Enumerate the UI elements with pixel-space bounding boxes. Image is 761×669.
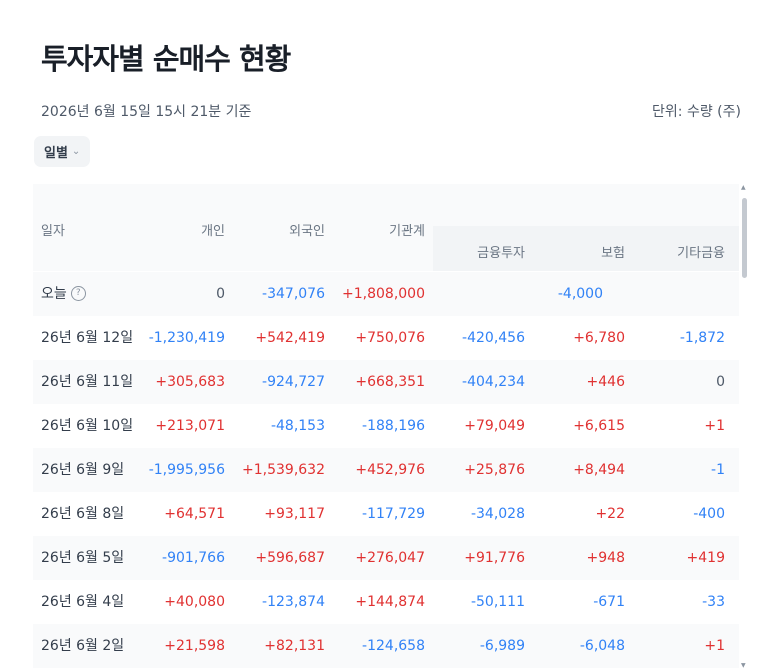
cell-individual: +305,683 (155, 374, 225, 390)
cell-insurance: +948 (586, 550, 625, 566)
as-of-timestamp: 2026년 6월 15일 15시 21분 기준 (41, 104, 252, 120)
cell-financial-investment: +91,776 (464, 550, 525, 566)
cell-other-finance: -1 (711, 462, 725, 478)
cell-institution: +668,351 (355, 374, 425, 390)
cell-foreign: +93,117 (264, 506, 325, 522)
cell-individual: +64,571 (164, 506, 225, 522)
cell-individual: +21,598 (164, 638, 225, 654)
table-row: 26년 6월 10일 +213,071 -48,153 -188,196 +79,049… (33, 404, 739, 448)
cell-other-finance: -1,872 (679, 330, 725, 346)
cell-insurance: +446 (586, 374, 625, 390)
header-institution: 기관계 (389, 224, 425, 239)
cell-institution: -124,658 (362, 638, 425, 654)
table-row: 26년 6월 4일 +40,080 -123,874 +144,874 -50,111 -… (33, 580, 739, 624)
cell-institution: +452,976 (355, 462, 425, 478)
investor-net-buying-table: 일자 개인 외국인 기관계 금융투자 보험 기타금융 오늘? 0 -347,07… (33, 184, 741, 669)
cell-foreign: +82,131 (264, 638, 325, 654)
cell-institution: +1,808,000 (342, 286, 425, 302)
cell-financial-investment: -420,456 (462, 330, 525, 346)
cell-other-finance: +419 (686, 550, 725, 566)
cell-financial-investment: -404,234 (462, 374, 525, 390)
table-row-today: 오늘? 0 -347,076 +1,808,000 -4,000 (33, 272, 739, 316)
row-date: 오늘? (41, 272, 86, 316)
row-date: 26년 6월 5일 (41, 550, 125, 566)
cell-institution: +276,047 (355, 550, 425, 566)
cell-financial-investment: -6,989 (479, 638, 525, 654)
row-date: 26년 6월 8일 (41, 506, 125, 522)
cell-foreign: +542,419 (255, 330, 325, 346)
row-date: 26년 6월 9일 (41, 462, 125, 478)
header-other-finance: 기타금융 (677, 246, 725, 261)
table-header: 일자 개인 외국인 기관계 금융투자 보험 기타금융 (33, 184, 739, 271)
cell-foreign: +596,687 (255, 550, 325, 566)
cell-insurance: +8,494 (573, 462, 625, 478)
cell-insurance: +6,615 (573, 418, 625, 434)
cell-insurance: +6,780 (573, 330, 625, 346)
cell-individual: -1,995,956 (148, 462, 225, 478)
scrollbar-thumb[interactable] (742, 198, 747, 278)
cell-individual: 0 (216, 286, 225, 302)
row-date: 26년 6월 4일 (41, 594, 125, 610)
table-row: 26년 6월 9일 -1,995,956 +1,539,632 +452,976 +25… (33, 448, 739, 492)
question-circle-icon[interactable]: ? (70, 285, 86, 301)
table-scrollbar[interactable]: ▲ ▼ (741, 184, 748, 669)
row-date: 26년 6월 10일 (41, 418, 134, 434)
cell-individual: +213,071 (155, 418, 225, 434)
header-foreign: 외국인 (289, 224, 325, 239)
period-select[interactable]: 일별 ⌄ (34, 136, 91, 167)
cell-insurance: -4,000 (557, 286, 603, 302)
header-insurance: 보험 (601, 246, 625, 261)
row-date: 26년 6월 2일 (41, 638, 125, 654)
cell-individual: -901,766 (162, 550, 225, 566)
row-date: 26년 6월 11일 (41, 374, 134, 390)
cell-financial-investment: +79,049 (464, 418, 525, 434)
institution-subheader-band (433, 226, 739, 271)
scroll-up-arrow-icon[interactable]: ▲ (741, 184, 746, 191)
scroll-down-arrow-icon[interactable]: ▼ (741, 662, 746, 669)
cell-individual: +40,080 (164, 594, 225, 610)
cell-insurance: +22 (595, 506, 625, 522)
table-row: 26년 6월 11일 +305,683 -924,727 +668,351 -404,2… (33, 360, 739, 404)
unit-label: 단위: 수량 (주) (652, 104, 741, 120)
cell-other-finance: -33 (702, 594, 725, 610)
cell-financial-investment: -50,111 (470, 594, 525, 610)
table-row: 26년 6월 12일 -1,230,419 +542,419 +750,076 -420… (33, 316, 739, 360)
cell-other-finance: -400 (693, 506, 725, 522)
cell-foreign: -48,153 (270, 418, 325, 434)
cell-foreign: +1,539,632 (242, 462, 325, 478)
cell-insurance: -6,048 (579, 638, 625, 654)
header-date: 일자 (41, 224, 65, 239)
row-date: 26년 6월 12일 (41, 330, 134, 346)
chevron-down-icon: ⌄ (71, 146, 81, 157)
header-financial-investment: 금융투자 (477, 246, 525, 261)
cell-financial-investment: -34,028 (470, 506, 525, 522)
cell-other-finance: +1 (704, 638, 725, 654)
cell-financial-investment: +25,876 (464, 462, 525, 478)
cell-foreign: -347,076 (262, 286, 325, 302)
cell-institution: +144,874 (355, 594, 425, 610)
page-title: 투자자별 순매수 현황 (41, 42, 291, 76)
table-row: 26년 6월 8일 +64,571 +93,117 -117,729 -34,028 +2… (33, 492, 739, 536)
table-row: 26년 6월 2일 +21,598 +82,131 -124,658 -6,989 -6,… (33, 624, 739, 668)
cell-institution: -188,196 (362, 418, 425, 434)
cell-individual: -1,230,419 (148, 330, 225, 346)
table-row: 26년 6월 5일 -901,766 +596,687 +276,047 +91,776… (33, 536, 739, 580)
cell-institution: -117,729 (362, 506, 425, 522)
header-individual: 개인 (201, 224, 225, 239)
cell-other-finance: +1 (704, 418, 725, 434)
cell-institution: +750,076 (355, 330, 425, 346)
cell-foreign: -924,727 (262, 374, 325, 390)
period-select-value: 일별 (44, 146, 68, 161)
cell-other-finance: 0 (716, 374, 725, 390)
cell-foreign: -123,874 (262, 594, 325, 610)
cell-insurance: -671 (593, 594, 625, 610)
